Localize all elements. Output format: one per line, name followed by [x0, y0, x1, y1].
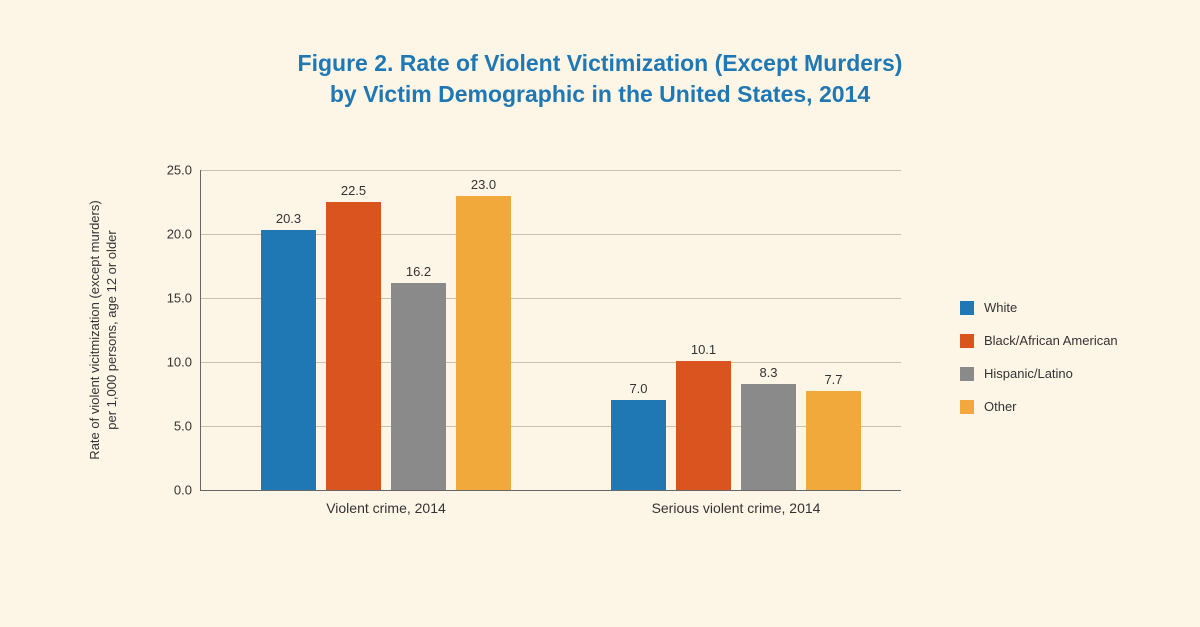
chart-title-line1: Figure 2. Rate of Violent Victimization … — [0, 48, 1200, 79]
bar — [676, 361, 731, 490]
y-tick-labels: 0.05.010.015.020.025.0 — [140, 170, 200, 490]
bar-value-label: 20.3 — [259, 211, 319, 226]
bar — [611, 400, 666, 490]
y-tick-label: 0.0 — [142, 483, 192, 498]
gridline — [201, 170, 901, 171]
legend-label: Hispanic/Latino — [984, 366, 1073, 381]
bar — [326, 202, 381, 490]
legend-swatch — [960, 334, 974, 348]
bar — [806, 391, 861, 490]
y-axis-title: Rate of violent vicitmization (except mu… — [87, 200, 121, 459]
y-axis-title-line2: per 1,000 persons, age 12 or older — [104, 200, 121, 459]
legend-label: White — [984, 300, 1017, 315]
plot-area: 20.322.516.223.0Violent crime, 20147.010… — [200, 170, 901, 491]
bar-value-label: 22.5 — [324, 183, 384, 198]
bar-value-label: 7.7 — [804, 372, 864, 387]
legend-swatch — [960, 367, 974, 381]
legend-item: Other — [960, 399, 1118, 414]
y-axis-title-line1: Rate of violent vicitmization (except mu… — [87, 200, 104, 459]
x-category-label: Violent crime, 2014 — [326, 500, 446, 516]
legend-swatch — [960, 301, 974, 315]
y-tick-label: 20.0 — [142, 227, 192, 242]
legend: White Black/African American Hispanic/Lati… — [960, 300, 1118, 432]
y-tick-label: 25.0 — [142, 163, 192, 178]
chart-title: Figure 2. Rate of Violent Victimization … — [0, 0, 1200, 110]
bar-value-label: 16.2 — [389, 264, 449, 279]
bar — [456, 196, 511, 490]
bar-value-label: 7.0 — [609, 381, 669, 396]
legend-item: Hispanic/Latino — [960, 366, 1118, 381]
y-tick-label: 10.0 — [142, 355, 192, 370]
legend-swatch — [960, 400, 974, 414]
legend-label: Other — [984, 399, 1017, 414]
bar-value-label: 23.0 — [454, 177, 514, 192]
bar-value-label: 8.3 — [739, 365, 799, 380]
legend-item: Black/African American — [960, 333, 1118, 348]
legend-item: White — [960, 300, 1118, 315]
bar — [741, 384, 796, 490]
bar-value-label: 10.1 — [674, 342, 734, 357]
y-tick-label: 15.0 — [142, 291, 192, 306]
chart-title-line2: by Victim Demographic in the United Stat… — [0, 79, 1200, 110]
legend-label: Black/African American — [984, 333, 1118, 348]
x-category-label: Serious violent crime, 2014 — [652, 500, 821, 516]
chart-container: Rate of violent vicitmization (except mu… — [140, 170, 900, 530]
bar — [391, 283, 446, 490]
bar — [261, 230, 316, 490]
y-tick-label: 5.0 — [142, 419, 192, 434]
